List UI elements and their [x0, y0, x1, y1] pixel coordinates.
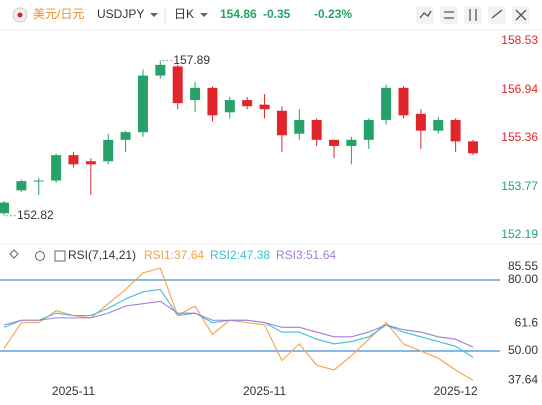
- candle-body: [311, 119, 322, 140]
- candle-button[interactable]: [464, 6, 482, 24]
- draw-icon: [419, 10, 432, 19]
- candle-body: [433, 119, 444, 131]
- candle-body: [329, 139, 340, 146]
- low-label: 152.82: [17, 208, 54, 222]
- y-tick-label: 61.6: [515, 316, 539, 330]
- change: -0.35: [263, 7, 291, 21]
- collapse-icon[interactable]: [9, 249, 19, 259]
- x-tick-label: 2025-11: [243, 384, 286, 398]
- y-tick-label: 153.77: [501, 179, 538, 193]
- y-tick-label: 158.53: [501, 33, 538, 47]
- indicator-button[interactable]: [440, 6, 458, 24]
- candle-body: [398, 87, 409, 116]
- y-tick-label: 37.64: [508, 372, 538, 386]
- fullscreen-icon: [515, 9, 527, 21]
- candle-body: [51, 155, 62, 181]
- candle-body: [33, 180, 44, 182]
- price: 154.86: [220, 7, 257, 21]
- candle-body: [68, 155, 79, 165]
- change-pct: -0.23%: [314, 7, 352, 21]
- candle-body: [415, 113, 426, 131]
- dropdown-arrow[interactable]: [150, 13, 158, 17]
- x-tick-label: 2025-11: [52, 384, 95, 398]
- symbol-name[interactable]: 美元/日元: [33, 7, 84, 21]
- candle-body: [294, 119, 305, 134]
- candle-body: [85, 161, 96, 165]
- period[interactable]: 日K: [174, 7, 194, 21]
- indicator-title: RSI(7,14,21): [68, 248, 136, 262]
- legend-entry: RSI3:51.64: [276, 248, 336, 262]
- indicator-icon: [444, 11, 454, 19]
- x-tick-label: 2025-12: [434, 384, 478, 398]
- y-tick-label: 152.19: [501, 227, 538, 241]
- y-tick-label: 50.00: [508, 343, 538, 357]
- settings-icon[interactable]: [35, 251, 45, 261]
- candle-icon: [469, 9, 477, 21]
- legend-entry: RSI1:37.64: [144, 248, 204, 262]
- rsi-line: [3, 288, 474, 358]
- y-tick-label: 156.94: [501, 82, 538, 96]
- candle-body: [137, 75, 148, 133]
- y-tick-label: 80.00: [508, 272, 538, 286]
- symbol-code[interactable]: USDJPY: [97, 7, 144, 21]
- candle-body: [172, 66, 183, 104]
- y-tick-label: 155.36: [501, 130, 538, 144]
- candle-body: [190, 87, 201, 101]
- candle-body: [363, 119, 374, 140]
- candle-body: [276, 110, 287, 136]
- candle-body: [120, 132, 131, 140]
- compare-button[interactable]: [488, 6, 506, 24]
- compare-icon: [491, 9, 503, 19]
- candle-body: [16, 181, 27, 191]
- candle-body: [224, 100, 235, 113]
- rsi-line: [3, 267, 474, 381]
- high-label: 157.89: [173, 53, 210, 67]
- candle-body: [207, 87, 218, 116]
- candle-body: [0, 202, 9, 214]
- candle-body: [259, 104, 270, 110]
- candle-body: [467, 141, 478, 154]
- candle-body: [103, 139, 114, 162]
- candle-body: [346, 139, 357, 146]
- dropdown-arrow[interactable]: [200, 13, 208, 17]
- y-tick-label: 85.55: [508, 259, 538, 273]
- candle-body: [242, 100, 253, 107]
- grid-icon[interactable]: [54, 250, 66, 262]
- candle-body: [155, 64, 166, 76]
- rsi-line: [3, 300, 474, 348]
- candle-body: [381, 87, 392, 120]
- legend-entry: RSI2:47.38: [210, 248, 270, 262]
- candle-body: [450, 119, 461, 142]
- draw-button[interactable]: [416, 6, 434, 24]
- flag-dot: [17, 12, 23, 18]
